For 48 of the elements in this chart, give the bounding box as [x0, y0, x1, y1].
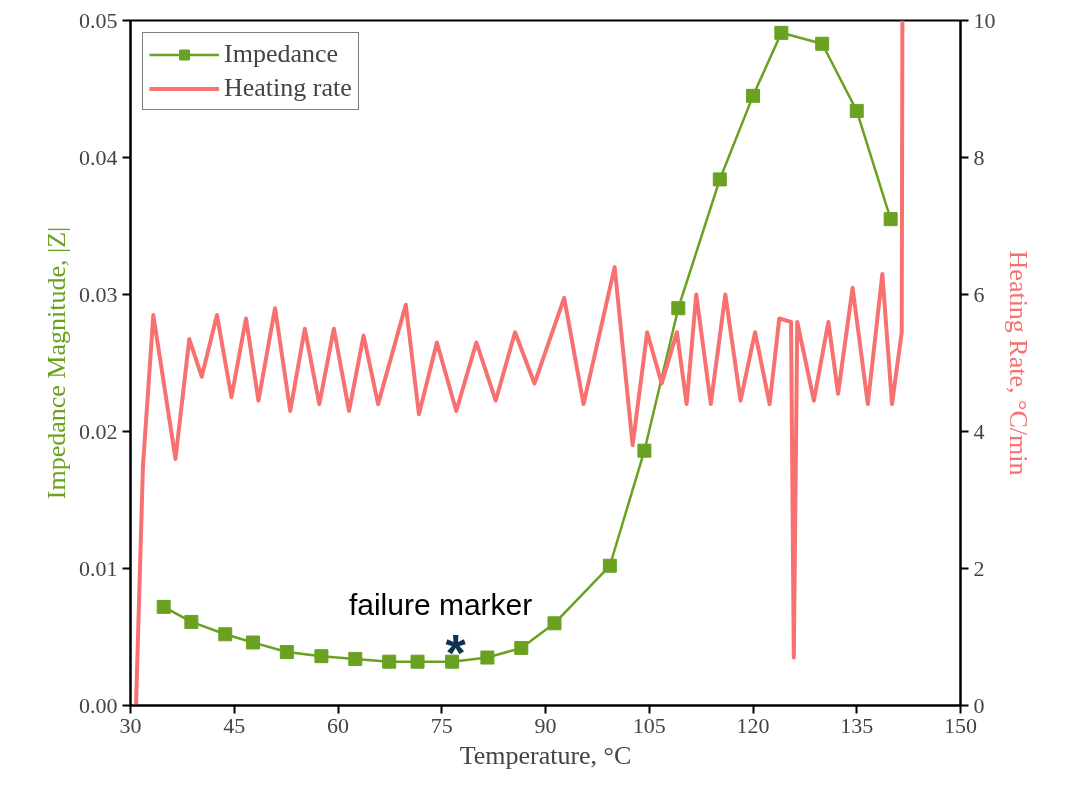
point: [637, 443, 652, 458]
y2-axis-title: Heating Rate, °C/min: [1003, 250, 1033, 476]
y-tick-label: 0.01: [79, 555, 118, 581]
x-axis-title: Temperature, °C: [459, 740, 632, 770]
y2-tick-label: 4: [973, 418, 985, 444]
y2-tick-label: 2: [973, 555, 985, 581]
point: [348, 651, 363, 666]
x-tick-label: 135: [840, 712, 874, 738]
legend-label: Heating rate: [224, 73, 352, 103]
y2-tick-label: 8: [973, 144, 985, 170]
point: [480, 650, 495, 665]
point: [602, 558, 617, 573]
legend-label: Impedance: [224, 39, 339, 69]
x-tick-label: 60: [327, 712, 349, 738]
point: [671, 301, 686, 316]
y2-tick-label: 6: [973, 281, 985, 307]
y-tick-label: 0.05: [79, 7, 118, 33]
x-tick-label: 105: [632, 712, 666, 738]
point: [547, 616, 562, 631]
y-tick-label: 0.00: [79, 692, 118, 718]
point: [815, 36, 830, 51]
point: [746, 88, 760, 103]
point: [712, 172, 727, 187]
point: [445, 654, 460, 669]
point: [156, 599, 171, 614]
x-tick-label: 120: [736, 712, 770, 738]
y-axis-title: Impedance Magnitude, |Z|: [42, 226, 71, 500]
point: [245, 635, 260, 650]
y-tick-label: 0.04: [79, 144, 118, 170]
x-tick-label: 45: [223, 712, 246, 738]
x-tick-label: 75: [430, 712, 453, 738]
x-tick-label: 90: [534, 712, 557, 738]
point: [849, 103, 864, 118]
point: [279, 645, 294, 660]
point: [314, 649, 329, 664]
y-tick-label: 0.03: [79, 281, 118, 307]
y-tick-label: 0.02: [79, 418, 118, 444]
point: [410, 654, 425, 669]
point: [514, 640, 529, 655]
y2-tick-label: 10: [973, 7, 996, 33]
point: [218, 627, 233, 642]
point: [883, 212, 898, 227]
point: [382, 654, 397, 669]
point: [184, 614, 199, 629]
point: [774, 25, 789, 40]
x-tick-label: 30: [119, 712, 142, 738]
annotation: failure marker: [348, 588, 533, 622]
annotation: *: [445, 624, 467, 683]
